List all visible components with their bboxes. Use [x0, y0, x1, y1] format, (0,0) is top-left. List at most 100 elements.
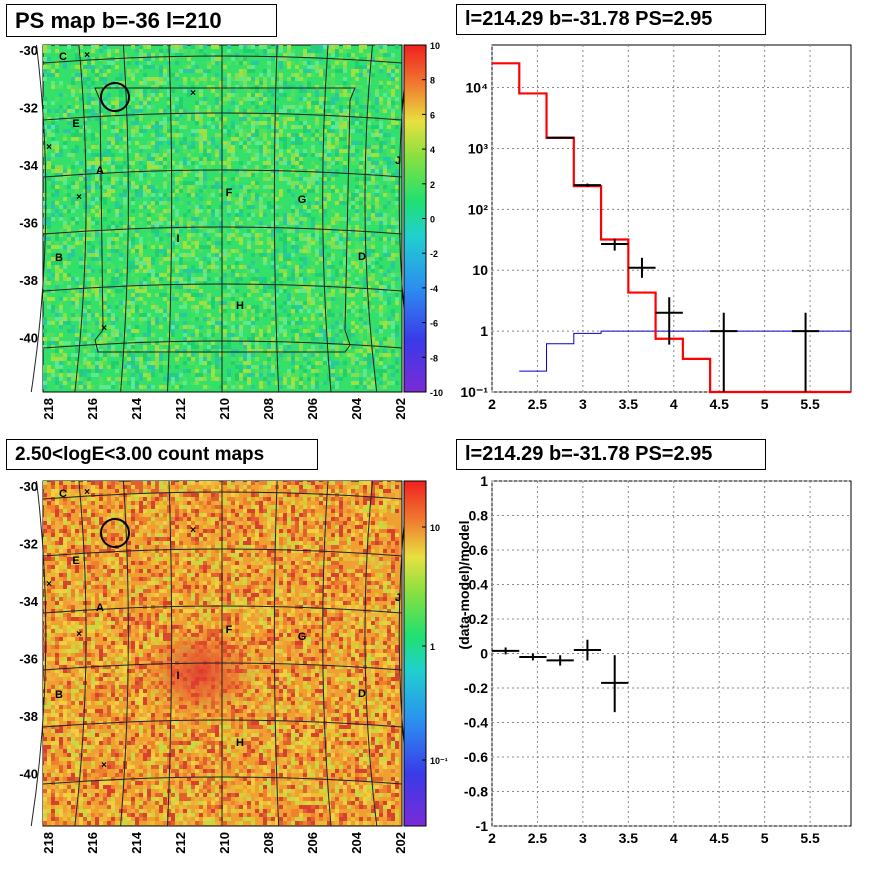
map-pixel: [175, 97, 179, 101]
map-pixel: [147, 313, 151, 317]
map-pixel: [155, 253, 159, 257]
map-pixel: [251, 385, 255, 389]
map-pixel: [363, 321, 367, 325]
map-pixel: [167, 77, 171, 81]
map-pixel: [319, 249, 323, 253]
map-pixel: [99, 337, 103, 341]
map-pixel: [159, 141, 163, 145]
map-pixel: [155, 77, 159, 81]
map-pixel: [151, 305, 155, 309]
map-pixel: [111, 365, 115, 369]
map-pixel: [195, 177, 199, 181]
map-pixel: [251, 61, 255, 65]
map-pixel: [79, 137, 83, 141]
map-pixel: [251, 501, 255, 505]
map-pixel: [131, 481, 135, 485]
map-pixel: [319, 277, 323, 281]
map-pixel: [391, 489, 395, 493]
map-pixel: [187, 481, 191, 485]
map-pixel: [375, 489, 379, 493]
map-pixel: [167, 229, 171, 233]
map-pixel: [375, 205, 379, 209]
map-pixel: [51, 353, 55, 357]
map-pixel: [259, 129, 263, 133]
map-pixel: [251, 281, 255, 285]
map-pixel: [295, 353, 299, 357]
map-pixel: [207, 297, 211, 301]
map-pixel: [47, 49, 51, 53]
map-pixel: [391, 321, 395, 325]
map-pixel: [271, 81, 275, 85]
map-pixel: [79, 521, 83, 525]
map-pixel: [67, 481, 71, 485]
map-pixel: [187, 257, 191, 261]
map-pixel: [299, 221, 303, 225]
map-pixel: [235, 129, 239, 133]
map-pixel: [339, 325, 343, 329]
map-pixel: [235, 61, 239, 65]
map-pixel: [275, 249, 279, 253]
map-pixel: [195, 505, 199, 509]
map-pixel: [99, 329, 103, 333]
map-pixel: [167, 149, 171, 153]
map-pixel: [383, 273, 387, 277]
map-pixel: [327, 169, 331, 173]
map-pixel: [379, 149, 383, 153]
map-pixel: [395, 241, 399, 245]
map-pixel: [223, 121, 227, 125]
map-pixel: [103, 65, 107, 69]
map-pixel: [227, 249, 231, 253]
map-pixel: [299, 209, 303, 213]
map-pixel: [379, 381, 383, 385]
map-pixel: [299, 157, 303, 161]
map-pixel: [83, 333, 87, 337]
map-parallel: [42, 169, 403, 178]
map-pixel: [71, 325, 75, 329]
map-pixel: [199, 489, 203, 493]
map-pixel: [83, 361, 87, 365]
map-pixel: [107, 105, 111, 109]
map-pixel: [111, 181, 115, 185]
map-pixel: [223, 385, 227, 389]
map-pixel: [43, 369, 47, 373]
map-pixel: [291, 297, 295, 301]
map-pixel: [391, 273, 395, 277]
map-pixel: [311, 301, 315, 305]
map-pixel: [115, 77, 119, 81]
map-pixel: [127, 381, 131, 385]
map-pixel: [327, 153, 331, 157]
map-pixel: [367, 245, 371, 249]
map-pixel: [111, 525, 115, 529]
map-pixel: [187, 273, 191, 277]
map-pixel: [111, 385, 115, 389]
map-pixel: [355, 277, 359, 281]
map-pixel: [383, 289, 387, 293]
map-pixel: [263, 177, 267, 181]
map-pixel: [175, 385, 179, 389]
map-pixel: [271, 257, 275, 261]
map-pixel: [107, 61, 111, 65]
map-pixel: [179, 385, 183, 389]
map-pixel: [343, 93, 347, 97]
map-pixel: [63, 377, 67, 381]
map-pixel: [87, 297, 91, 301]
map-pixel: [139, 221, 143, 225]
map-pixel: [275, 125, 279, 129]
map-pixel: [347, 193, 351, 197]
map-pixel: [143, 337, 147, 341]
map-pixel: [315, 245, 319, 249]
map-pixel: [231, 185, 235, 189]
map-pixel: [335, 85, 339, 89]
map-pixel: [183, 245, 187, 249]
map-pixel: [131, 217, 135, 221]
map-pixel: [127, 285, 131, 289]
map-pixel: [259, 141, 263, 145]
map-pixel: [267, 45, 271, 49]
map-pixel: [359, 65, 363, 69]
map-pixel: [319, 153, 323, 157]
map-pixel: [355, 69, 359, 73]
map-pixel: [263, 253, 267, 257]
map-pixel: [231, 265, 235, 269]
map-pixel: [387, 201, 391, 205]
map-pixel: [47, 317, 51, 321]
